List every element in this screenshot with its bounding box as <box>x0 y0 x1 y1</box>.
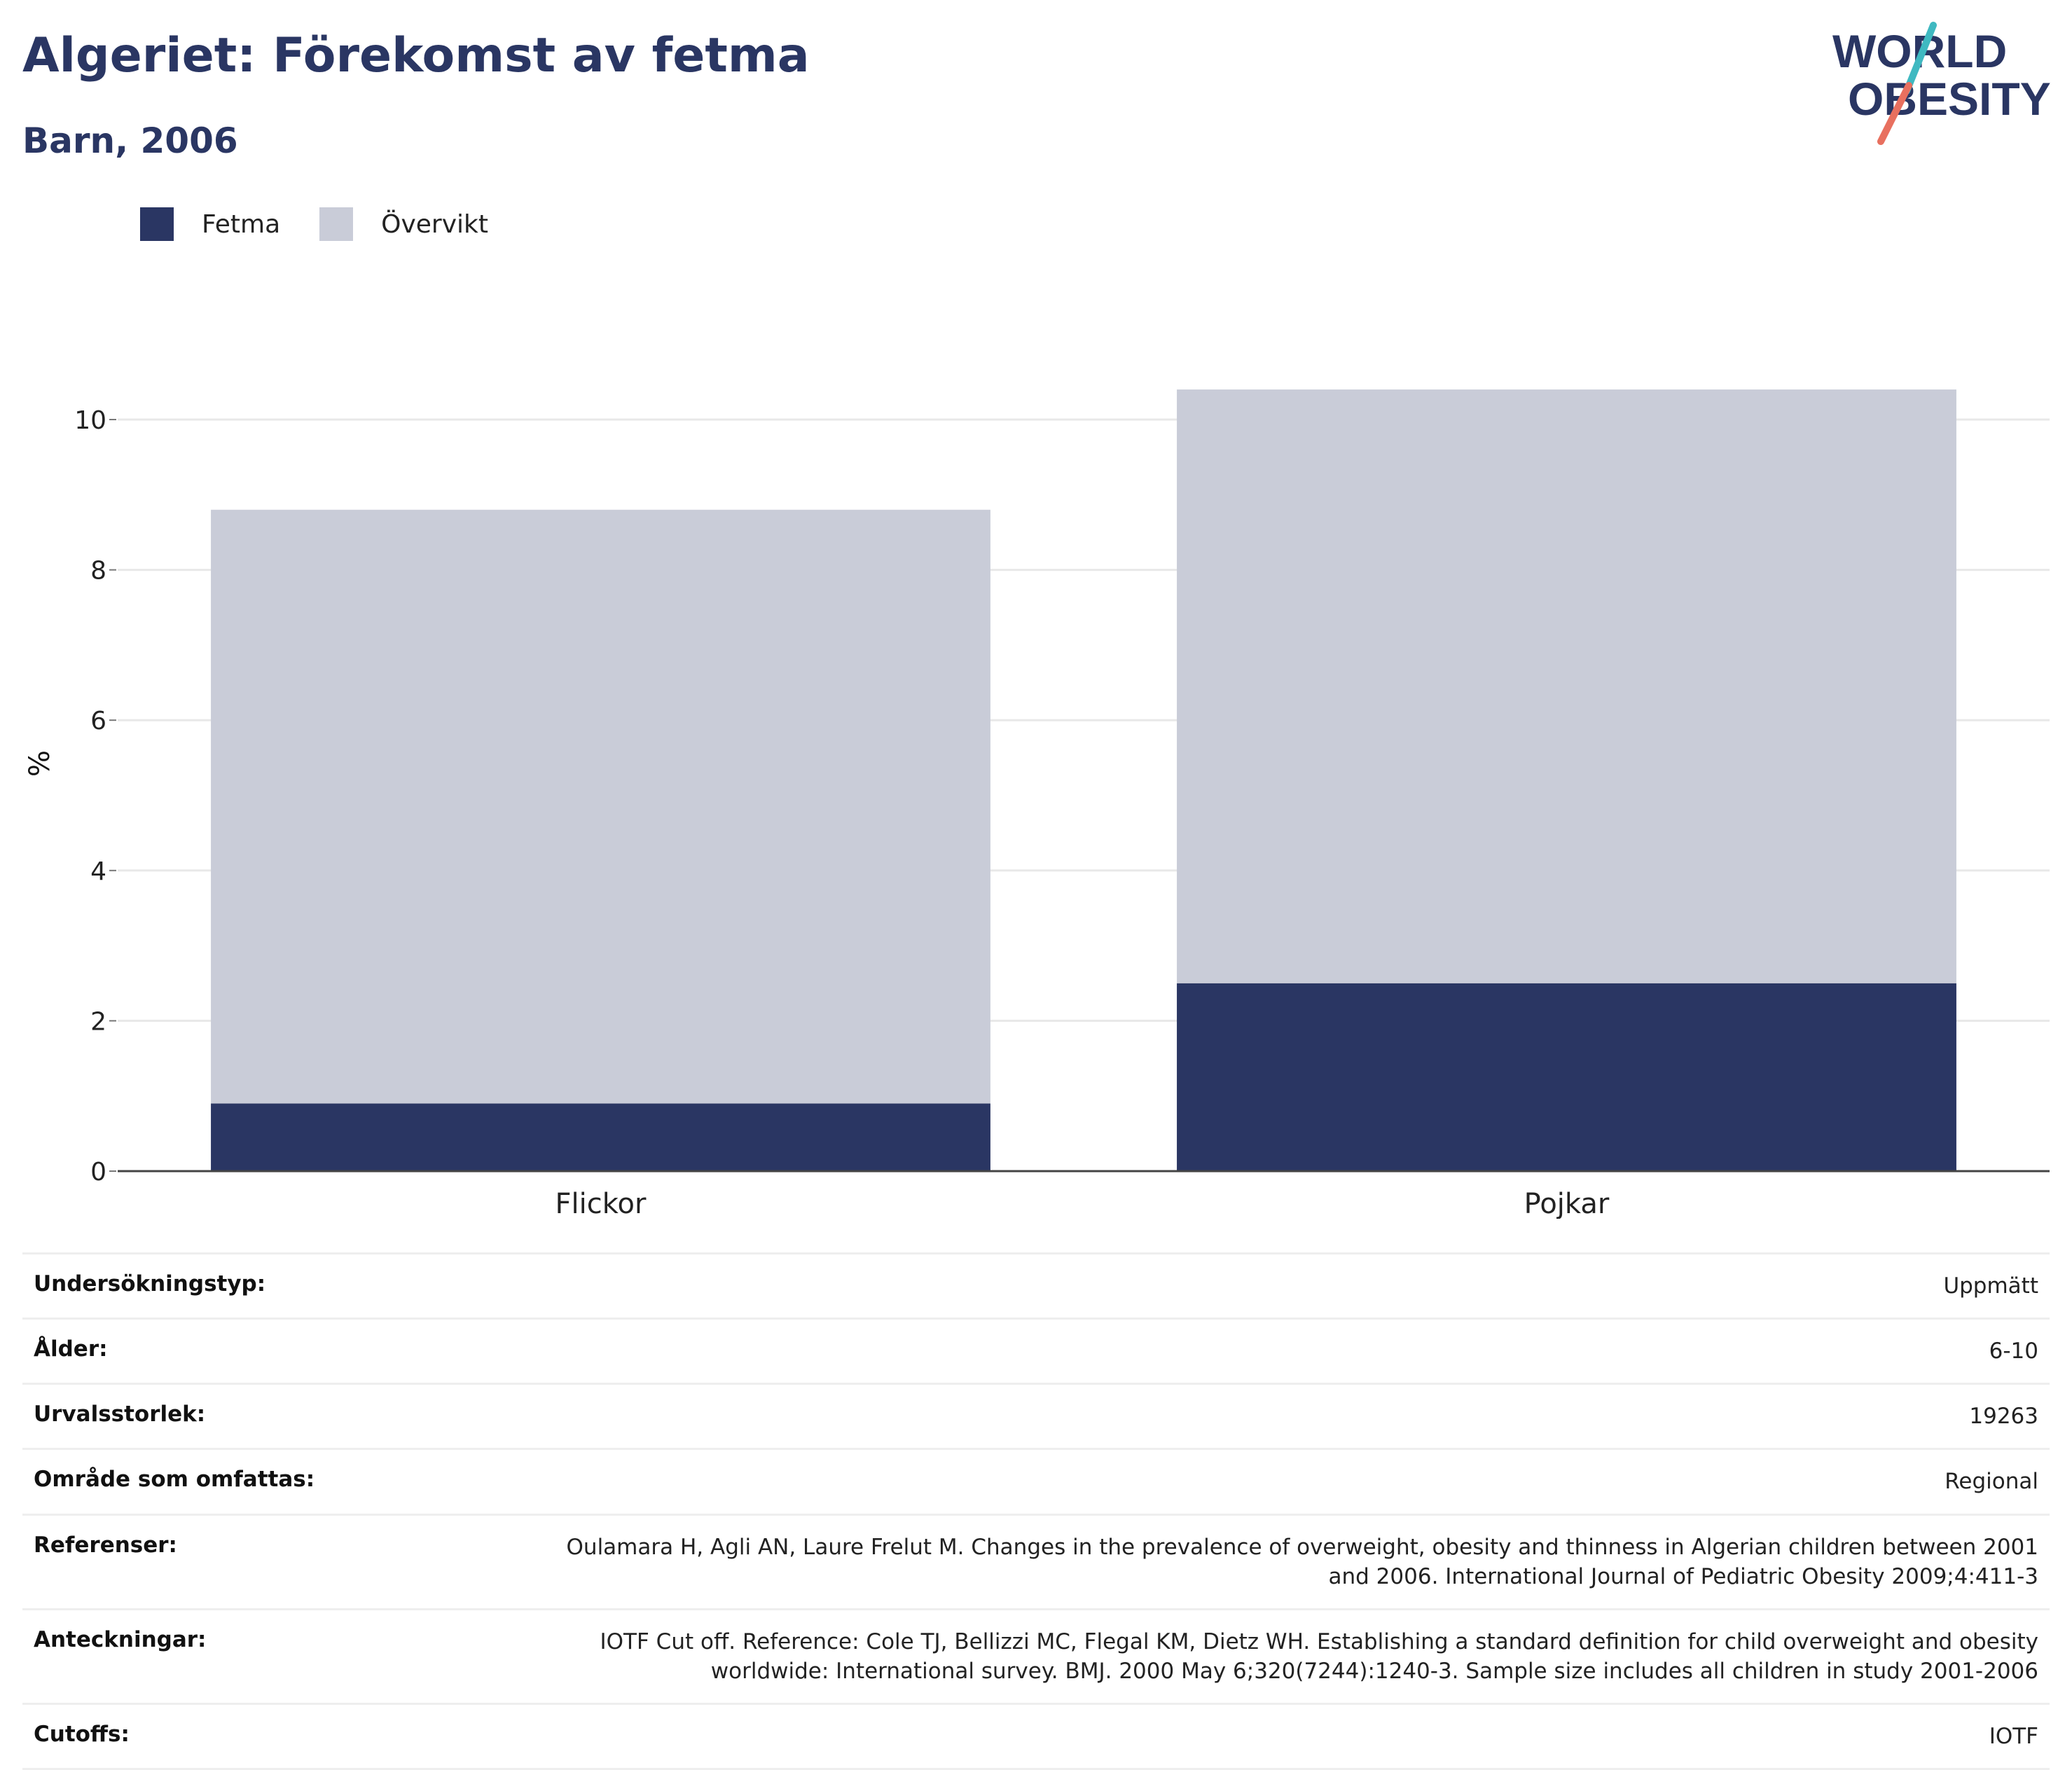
legend-label-fetma: Fetma <box>202 209 281 239</box>
y-tick-label-2: 2 <box>90 1007 106 1036</box>
logo-text-obesity: OBESITY <box>1848 73 2051 125</box>
details-row: Cutoffs: IOTF <box>22 1703 2050 1770</box>
chart-title: Algeriet: Förekomst av fetma <box>22 28 810 83</box>
details-row: Undersökningstyp: Uppmätt <box>22 1252 2050 1318</box>
details-row-label: Anteckningar: <box>34 1626 207 1652</box>
details-row-value: IOTF <box>1989 1724 2038 1750</box>
legend-item-fetma[interactable]: Fetma <box>140 207 280 241</box>
details-row-value: Regional <box>1945 1469 2038 1495</box>
details-row: Urvalsstorlek: 19263 <box>22 1383 2050 1448</box>
y-axis-label: % <box>24 750 56 777</box>
legend-swatch-overvikt <box>319 207 354 241</box>
y-tick-label-4: 4 <box>90 857 106 886</box>
logo-slash-top <box>1903 22 1937 95</box>
details-row-label: Cutoffs: <box>34 1722 130 1748</box>
bar-pojkar-overvikt <box>1177 389 1956 983</box>
y-tick-label-8: 8 <box>90 557 106 586</box>
stacked-bar-chart: 0 2 4 6 8 10% Flickor Pojkar <box>24 389 2050 1219</box>
y-tick-label-0: 0 <box>90 1158 106 1187</box>
y-tick-label-6: 6 <box>90 707 106 735</box>
y-tick-label-10: 10 <box>74 406 106 435</box>
details-row: Referenser: Oulamara H, Agli AN, Laure Fr… <box>22 1513 2050 1608</box>
details-row: Område som omfattas: Regional <box>22 1448 2050 1513</box>
details-row-value: 19263 <box>1969 1404 2038 1430</box>
chart-legend: Fetma Övervikt <box>140 207 527 241</box>
details-row-value: Oulamara H, Agli AN, Laure Frelut M. Cha… <box>566 1534 2038 1589</box>
world-obesity-logo: WORLD OBESITY <box>1832 22 2051 145</box>
details-row-label: Område som omfattas: <box>34 1467 315 1493</box>
chart-subtitle: Barn, 2006 <box>22 120 238 161</box>
legend-item-overvikt[interactable]: Övervikt <box>319 207 488 241</box>
details-row-label: Urvalsstorlek: <box>34 1402 206 1427</box>
details-table: Undersökningstyp: Uppmätt Ålder: 6-10 Urvals… <box>22 1252 2050 1770</box>
legend-label-overvikt: Övervikt <box>381 209 488 239</box>
x-tick-label-flickor: Flickor <box>555 1188 647 1219</box>
logo-slash-bottom <box>1877 82 1912 145</box>
details-row-label: Referenser: <box>34 1532 177 1558</box>
bar-pojkar-fetma <box>1177 983 1956 1171</box>
details-row-value: IOTF Cut off. Reference: Cole TJ, Belliz… <box>600 1629 2038 1685</box>
x-tick-label-pojkar: Pojkar <box>1524 1188 1610 1219</box>
bar-flickor-fetma <box>211 1103 990 1171</box>
bar-flickor-overvikt <box>211 509 990 1104</box>
details-row-value: Uppmätt <box>1943 1273 2038 1299</box>
details-row: Anteckningar: IOTF Cut off. Reference: Co… <box>22 1607 2050 1703</box>
details-row: Ålder: 6-10 <box>22 1318 2050 1383</box>
details-row-value: 6-10 <box>1989 1339 2038 1364</box>
details-row-label: Undersökningstyp: <box>34 1271 266 1297</box>
legend-swatch-fetma <box>140 207 174 241</box>
details-row-label: Ålder: <box>34 1336 108 1362</box>
